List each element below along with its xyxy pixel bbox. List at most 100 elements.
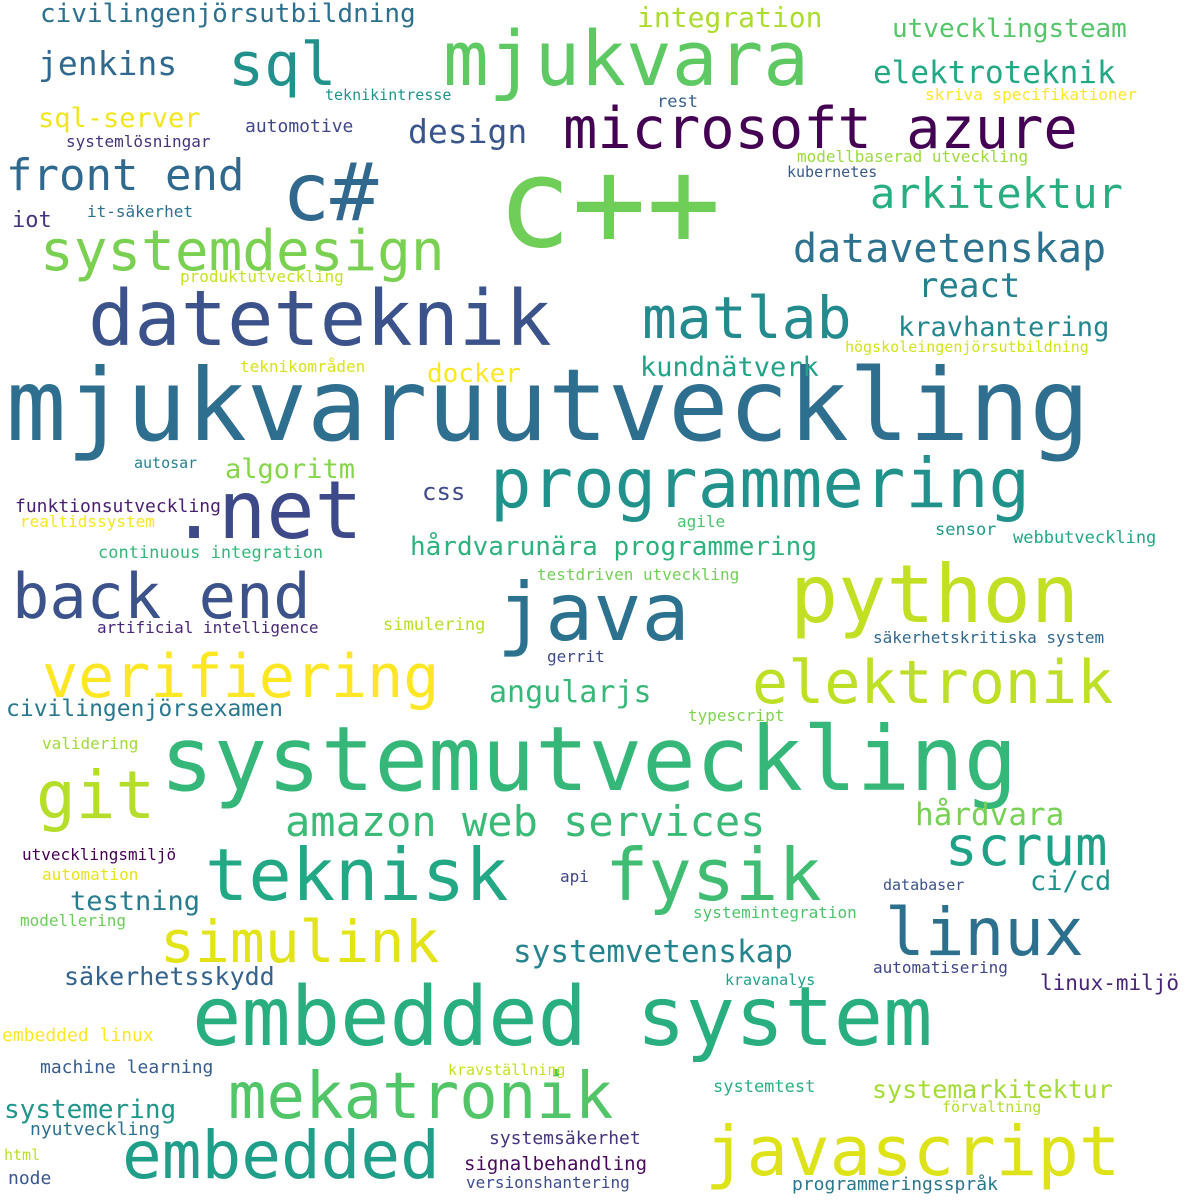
word-sensor: sensor [935,520,996,540]
word-utvecklingsteam: utvecklingsteam [892,14,1127,44]
word-hardvara: hårdvara [915,797,1064,833]
word-typescript: typescript [688,706,784,725]
word-kravstallning: kravställning [448,1061,565,1079]
word-systemtest: systemtest [713,1077,815,1097]
word-algoritm: algoritm [225,454,355,485]
word-systemintegration: systemintegration [693,903,857,922]
word-systemsakerhet: systemsäkerhet [489,1128,641,1149]
word-microsoft-azure: microsoft azure [563,96,1078,162]
word-skriva-specifikationer: skriva specifikationer [925,85,1137,104]
word-teknikintresse: teknikintresse [325,86,451,104]
word-systemarkitektur: systemarkitektur [872,1075,1113,1104]
word-amazon-web-services: amazon web services [285,797,765,846]
word-kravhantering: kravhantering [898,312,1109,343]
word-sakerhetskritiska-system: säkerhetskritiska system [873,628,1104,647]
word-matlab: matlab [642,284,852,352]
word-machine-learning: machine learning [40,1057,213,1078]
word-mjukvaruutveckling: mjukvaruutveckling [6,347,1090,464]
word-kravanalys: kravanalys [725,971,815,989]
word-csharp: c# [282,146,379,239]
word-signalbehandling: signalbehandling [464,1153,647,1175]
word-systemvetenskap: systemvetenskap [513,934,793,970]
word-iot: iot [12,208,52,233]
word-gerrit: gerrit [547,647,605,666]
word-embedded-system: embedded system [192,970,933,1065]
word-elektronik: elektronik [752,648,1113,718]
word-git: git [36,757,155,834]
word-dateteknik: dateteknik [88,275,552,364]
word-hogskoleingenjorsutbildning: högskoleingenjörsutbildning [845,338,1089,356]
word-front-end: front end [6,150,244,201]
word-funktionsutveckling: funktionsutveckling [15,496,221,517]
word-kundnatverk: kundnätverk [640,352,819,383]
word-mjukvara: mjukvara [443,14,809,103]
word-datavetenskap: datavetenskap [793,226,1106,272]
word-webbutveckling: webbutveckling [1013,528,1156,548]
word-api: api [560,867,589,886]
word-rest: rest [657,92,698,112]
word-scrum: scrum [945,815,1108,878]
word-node: node [8,1168,51,1189]
word-utvecklingsmiljo: utvecklingsmiljö [22,845,176,864]
word-modellering: modellering [20,911,126,930]
word-automatisering: automatisering [873,958,1008,977]
word-jenkins: jenkins [38,44,177,83]
word-civilingenjorsutbildning: civilingenjörsutbildning [40,0,416,29]
word-autosar: autosar [134,454,197,472]
word-linux-miljo: linux-miljö [1040,971,1179,995]
word-html: html [4,1146,40,1164]
word-hardvarunara-programmering: hårdvarunära programmering [410,531,817,562]
word-arkitektur: arkitektur [870,169,1123,218]
word-embedded: embedded [122,1117,440,1194]
word-elektroteknik: elektroteknik [873,55,1116,91]
word-cpp: c++ [497,132,721,276]
word-mekatronik: mekatronik [228,1060,613,1134]
word-sql-server: sql-server [38,103,201,134]
word-systemutveckling: systemutveckling [160,707,1017,811]
word-systemering: systemering [4,1095,176,1125]
word-fysik: fysik [605,833,822,917]
word-cicd: ci/cd [1030,866,1111,897]
word-design: design [408,112,527,151]
word-testdriven-utveckling: testdriven utveckling [537,565,739,584]
word-verifiering: verifiering [42,642,439,712]
word-sql: sql [228,30,336,100]
word-programmering: programmering [490,444,1030,524]
word-javascript: javascript [705,1112,1120,1192]
word-artificial-intelligence: artificial intelligence [97,618,319,637]
word-produktutveckling: produktutveckling [180,267,344,286]
word-validering: validering [42,734,138,753]
word-databaser: databaser [883,876,964,894]
word-angularjs: angularjs [489,675,652,710]
word-simulink: simulink [160,908,439,976]
word-back-end: back end [12,560,311,633]
word-dotnet: .net [170,464,363,557]
word-teknisk: teknisk [205,833,508,917]
word-css: css [422,478,465,506]
word-agile: agile [677,512,725,531]
word-integration: integration [637,1,822,34]
word-continuous-integration: continuous integration [98,543,323,563]
word-teknikomraden: teknikområden [240,357,365,376]
word-java: java [497,566,690,659]
word-react: react [918,266,1020,306]
word-kubernetes: kubernetes [787,163,877,181]
word-python: python [790,548,1079,641]
word-sakerhetsskydd: säkerhetsskydd [64,962,275,991]
word-nyutveckling: nyutveckling [30,1119,160,1140]
word-programmeringssprak: programmeringsspråk [792,1174,998,1195]
word-docker: docker [427,359,521,389]
word-forvaltning: förvaltning [942,1098,1041,1116]
word-systemlosningar: systemlösningar [66,132,211,151]
word-automation: automation [42,865,138,884]
word-embedded-linux: embedded linux [2,1025,154,1046]
word-modellbaserad-utveckling: modellbaserad utveckling [797,147,1028,166]
word-testning: testning [70,886,200,917]
word-linux: linux [885,894,1084,971]
word-it-sakerhet: it-säkerhet [87,202,193,221]
word-civilingenjorsexamen: civilingenjörsexamen [6,696,283,722]
word-automotive: automotive [245,116,353,137]
word-realtidssystem: realtidssystem [20,512,155,531]
